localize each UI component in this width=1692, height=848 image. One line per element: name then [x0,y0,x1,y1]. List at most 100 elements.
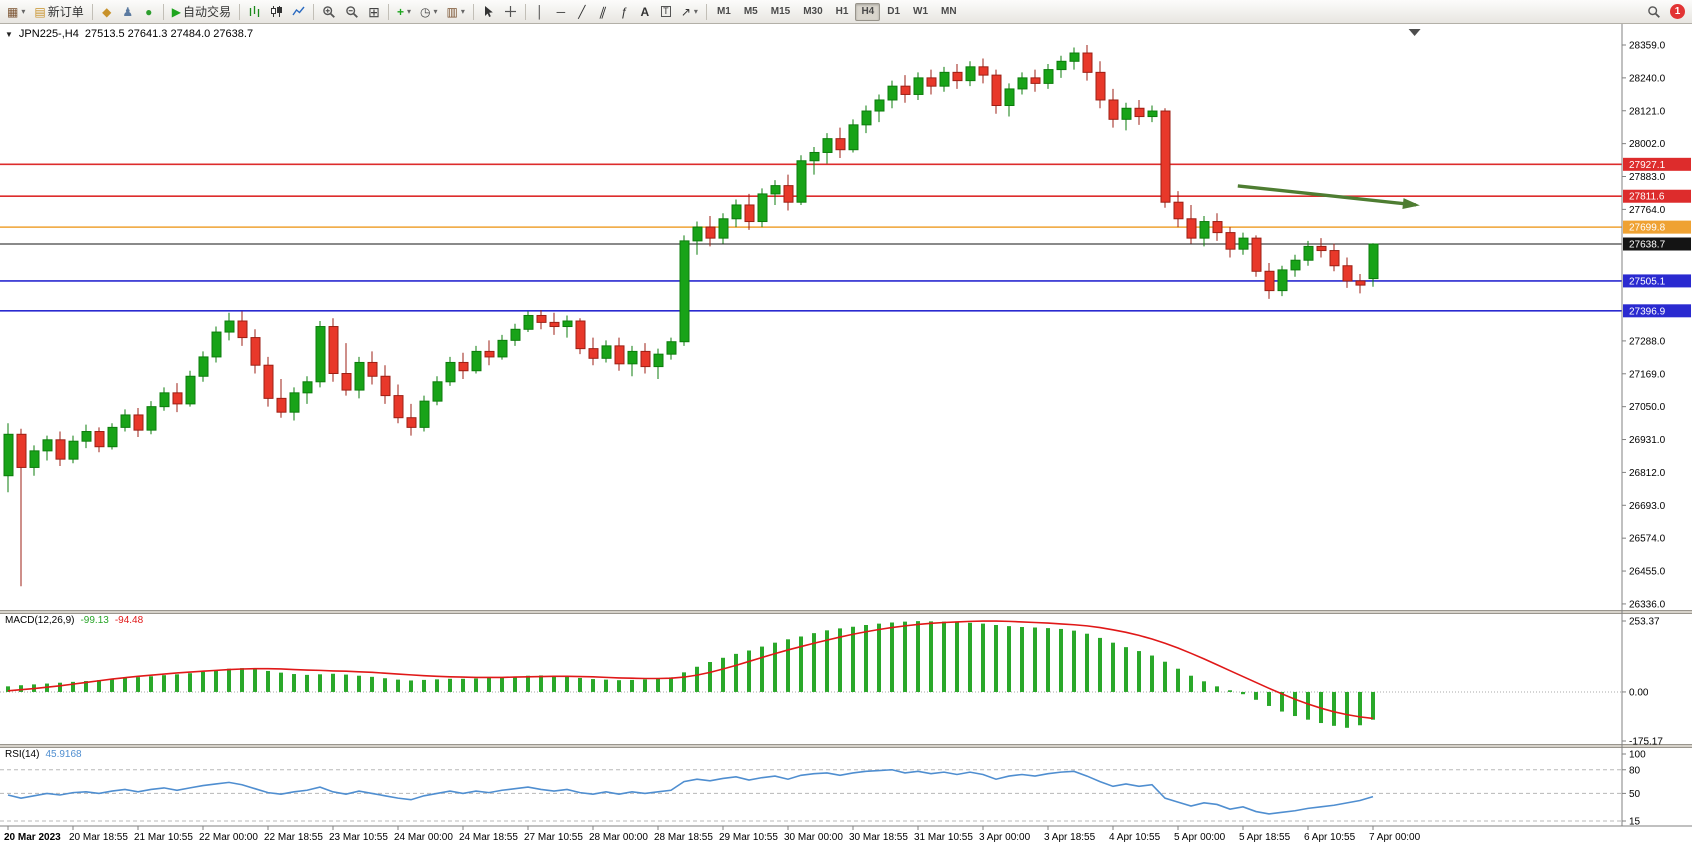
toolbar-separator [312,3,314,20]
chart-title: JPN225-,H4 [18,28,79,40]
price-badge [1623,157,1691,171]
trend-arrow-head [1402,198,1420,210]
new-chart-button[interactable]: ▦ ▾ [3,2,29,22]
price-badge [1623,189,1691,203]
timeframe-W1[interactable]: W1 [907,3,934,21]
price-badge [1623,220,1691,234]
candlestick-chart-button[interactable] [266,2,287,22]
autotrading-play-icon: ▶ [171,4,181,19]
zoom-in-button[interactable] [318,2,340,22]
svg-text:3 Apr 18:55: 3 Apr 18:55 [1044,832,1096,843]
community-button[interactable]: ♟ [118,2,138,22]
channel-icon: ∥ [597,4,609,19]
globe-button[interactable]: ● [139,2,159,22]
compass-icon: ◆ [102,4,112,19]
search-button[interactable] [1643,2,1665,22]
svg-text:27811.6: 27811.6 [1629,192,1665,203]
arrows-tool-button[interactable]: ↗ ▾ [677,2,702,22]
svg-text:4 Apr 10:55: 4 Apr 10:55 [1109,832,1161,843]
community-icon: ♟ [122,4,134,19]
new-order-button[interactable]: ▤ 新订单 [30,2,87,22]
toolbar-separator [238,3,240,20]
svg-text:5 Apr 00:00: 5 Apr 00:00 [1174,832,1226,843]
timeframe-M30[interactable]: M30 [797,3,828,21]
svg-text:253.37: 253.37 [1629,617,1660,628]
svg-text:22 Mar 18:55: 22 Mar 18:55 [264,832,323,843]
compass-button[interactable]: ◆ [97,2,117,22]
chart-shift-marker[interactable] [1408,29,1421,36]
toolbar-separator [387,3,389,20]
autotrading-button[interactable]: ▶ 自动交易 [168,2,235,22]
chart-window: 28359.0 28240.0 28121.0 28002.0 27883.0 27764… [0,24,1692,848]
svg-text:100: 100 [1629,750,1646,761]
svg-text:28002.0: 28002.0 [1629,139,1666,150]
channel-button[interactable]: ∥ [593,2,613,22]
svg-text:27169.0: 27169.0 [1629,369,1666,380]
horizontal-line-icon: ─ [556,4,566,19]
timeframe-H4[interactable]: H4 [855,2,881,21]
timeframe-M1[interactable]: M1 [711,3,737,21]
periods-button[interactable]: ◷ ▾ [416,2,442,22]
svg-text:27396.9: 27396.9 [1629,306,1666,317]
svg-text:21 Mar 10:55: 21 Mar 10:55 [134,832,193,843]
trend-arrow[interactable] [1237,184,1417,207]
price-badges [1623,157,1691,318]
svg-text:-175.17: -175.17 [1629,737,1663,748]
trendline-button[interactable]: ╱ [572,2,592,22]
timeframe-MN[interactable]: MN [935,3,963,21]
cursor-button[interactable] [478,2,499,22]
chevron-down-icon: ▾ [433,7,438,16]
crosshair-button[interactable] [500,2,521,22]
macd-label: MACD(12,26,9) -99.13 -94.48 [5,615,143,626]
toolbar: ▦ ▾ ▤ 新订单 ◆ ♟ ● ▶ 自动交易 ⊞ + ▾ ◷ ▾ ▥ ▾ │ ─ ╱ ∥ ƒ… [0,0,1692,24]
line-chart-button[interactable] [288,2,309,22]
search-icon [1648,5,1660,18]
toolbar-separator [705,3,707,20]
svg-text:28359.0: 28359.0 [1629,40,1666,51]
clock-icon: ◷ [420,4,431,19]
timeframe-H1[interactable]: H1 [830,3,855,21]
one-click-trading-toggle[interactable]: ▼ [5,30,13,39]
label-tool-button[interactable]: T [656,2,676,22]
svg-text:20 Mar 2023: 20 Mar 2023 [4,832,61,843]
bar-chart-icon [249,6,260,17]
toolbar-separator [162,3,164,20]
toolbar-right-group: 1 [1643,2,1689,22]
rsi-label: RSI(14) 45.9168 [5,749,82,760]
new-chart-icon: ▦ [7,4,19,19]
svg-text:5 Apr 18:55: 5 Apr 18:55 [1239,832,1291,843]
svg-text:23 Mar 10:55: 23 Mar 10:55 [329,832,388,843]
macd-name: MACD(12,26,9) [5,615,75,626]
templates-button[interactable]: ▥ ▾ [443,2,469,22]
text-tool-button[interactable]: A [635,2,655,22]
svg-text:50: 50 [1629,789,1641,800]
tile-windows-button[interactable]: ⊞ [364,2,384,22]
price-axis[interactable] [1622,44,1626,822]
rsi-name: RSI(14) [5,749,40,760]
chart-canvas[interactable]: 28359.0 28240.0 28121.0 28002.0 27883.0 27764… [0,24,1692,848]
fibonacci-icon: ƒ [620,4,628,19]
chevron-down-icon: ▾ [406,7,411,16]
label-tool-icon: T [661,6,671,17]
horizontal-line-button[interactable]: ─ [551,2,571,22]
chevron-down-icon: ▾ [693,7,698,16]
macd-main-value: -99.13 [80,615,109,626]
bar-chart-button[interactable] [244,2,265,22]
indicators-button[interactable]: + ▾ [393,2,415,22]
svg-text:27883.0: 27883.0 [1629,172,1666,183]
timeframe-D1[interactable]: D1 [881,3,906,21]
svg-text:26693.0: 26693.0 [1629,501,1666,512]
svg-text:26574.0: 26574.0 [1629,534,1666,545]
notification-badge[interactable]: 1 [1670,4,1685,19]
timeframe-M5[interactable]: M5 [738,3,764,21]
zoom-out-button[interactable] [341,2,363,22]
template-icon: ▥ [446,4,458,19]
vertical-line-icon: │ [536,4,544,19]
vertical-line-button[interactable]: │ [530,2,550,22]
price-badge [1623,274,1691,288]
svg-text:26812.0: 26812.0 [1629,468,1666,479]
svg-text:26455.0: 26455.0 [1629,567,1666,578]
timeframe-M15[interactable]: M15 [765,3,796,21]
time-axis[interactable] [7,826,1374,830]
fibonacci-button[interactable]: ƒ [614,2,634,22]
